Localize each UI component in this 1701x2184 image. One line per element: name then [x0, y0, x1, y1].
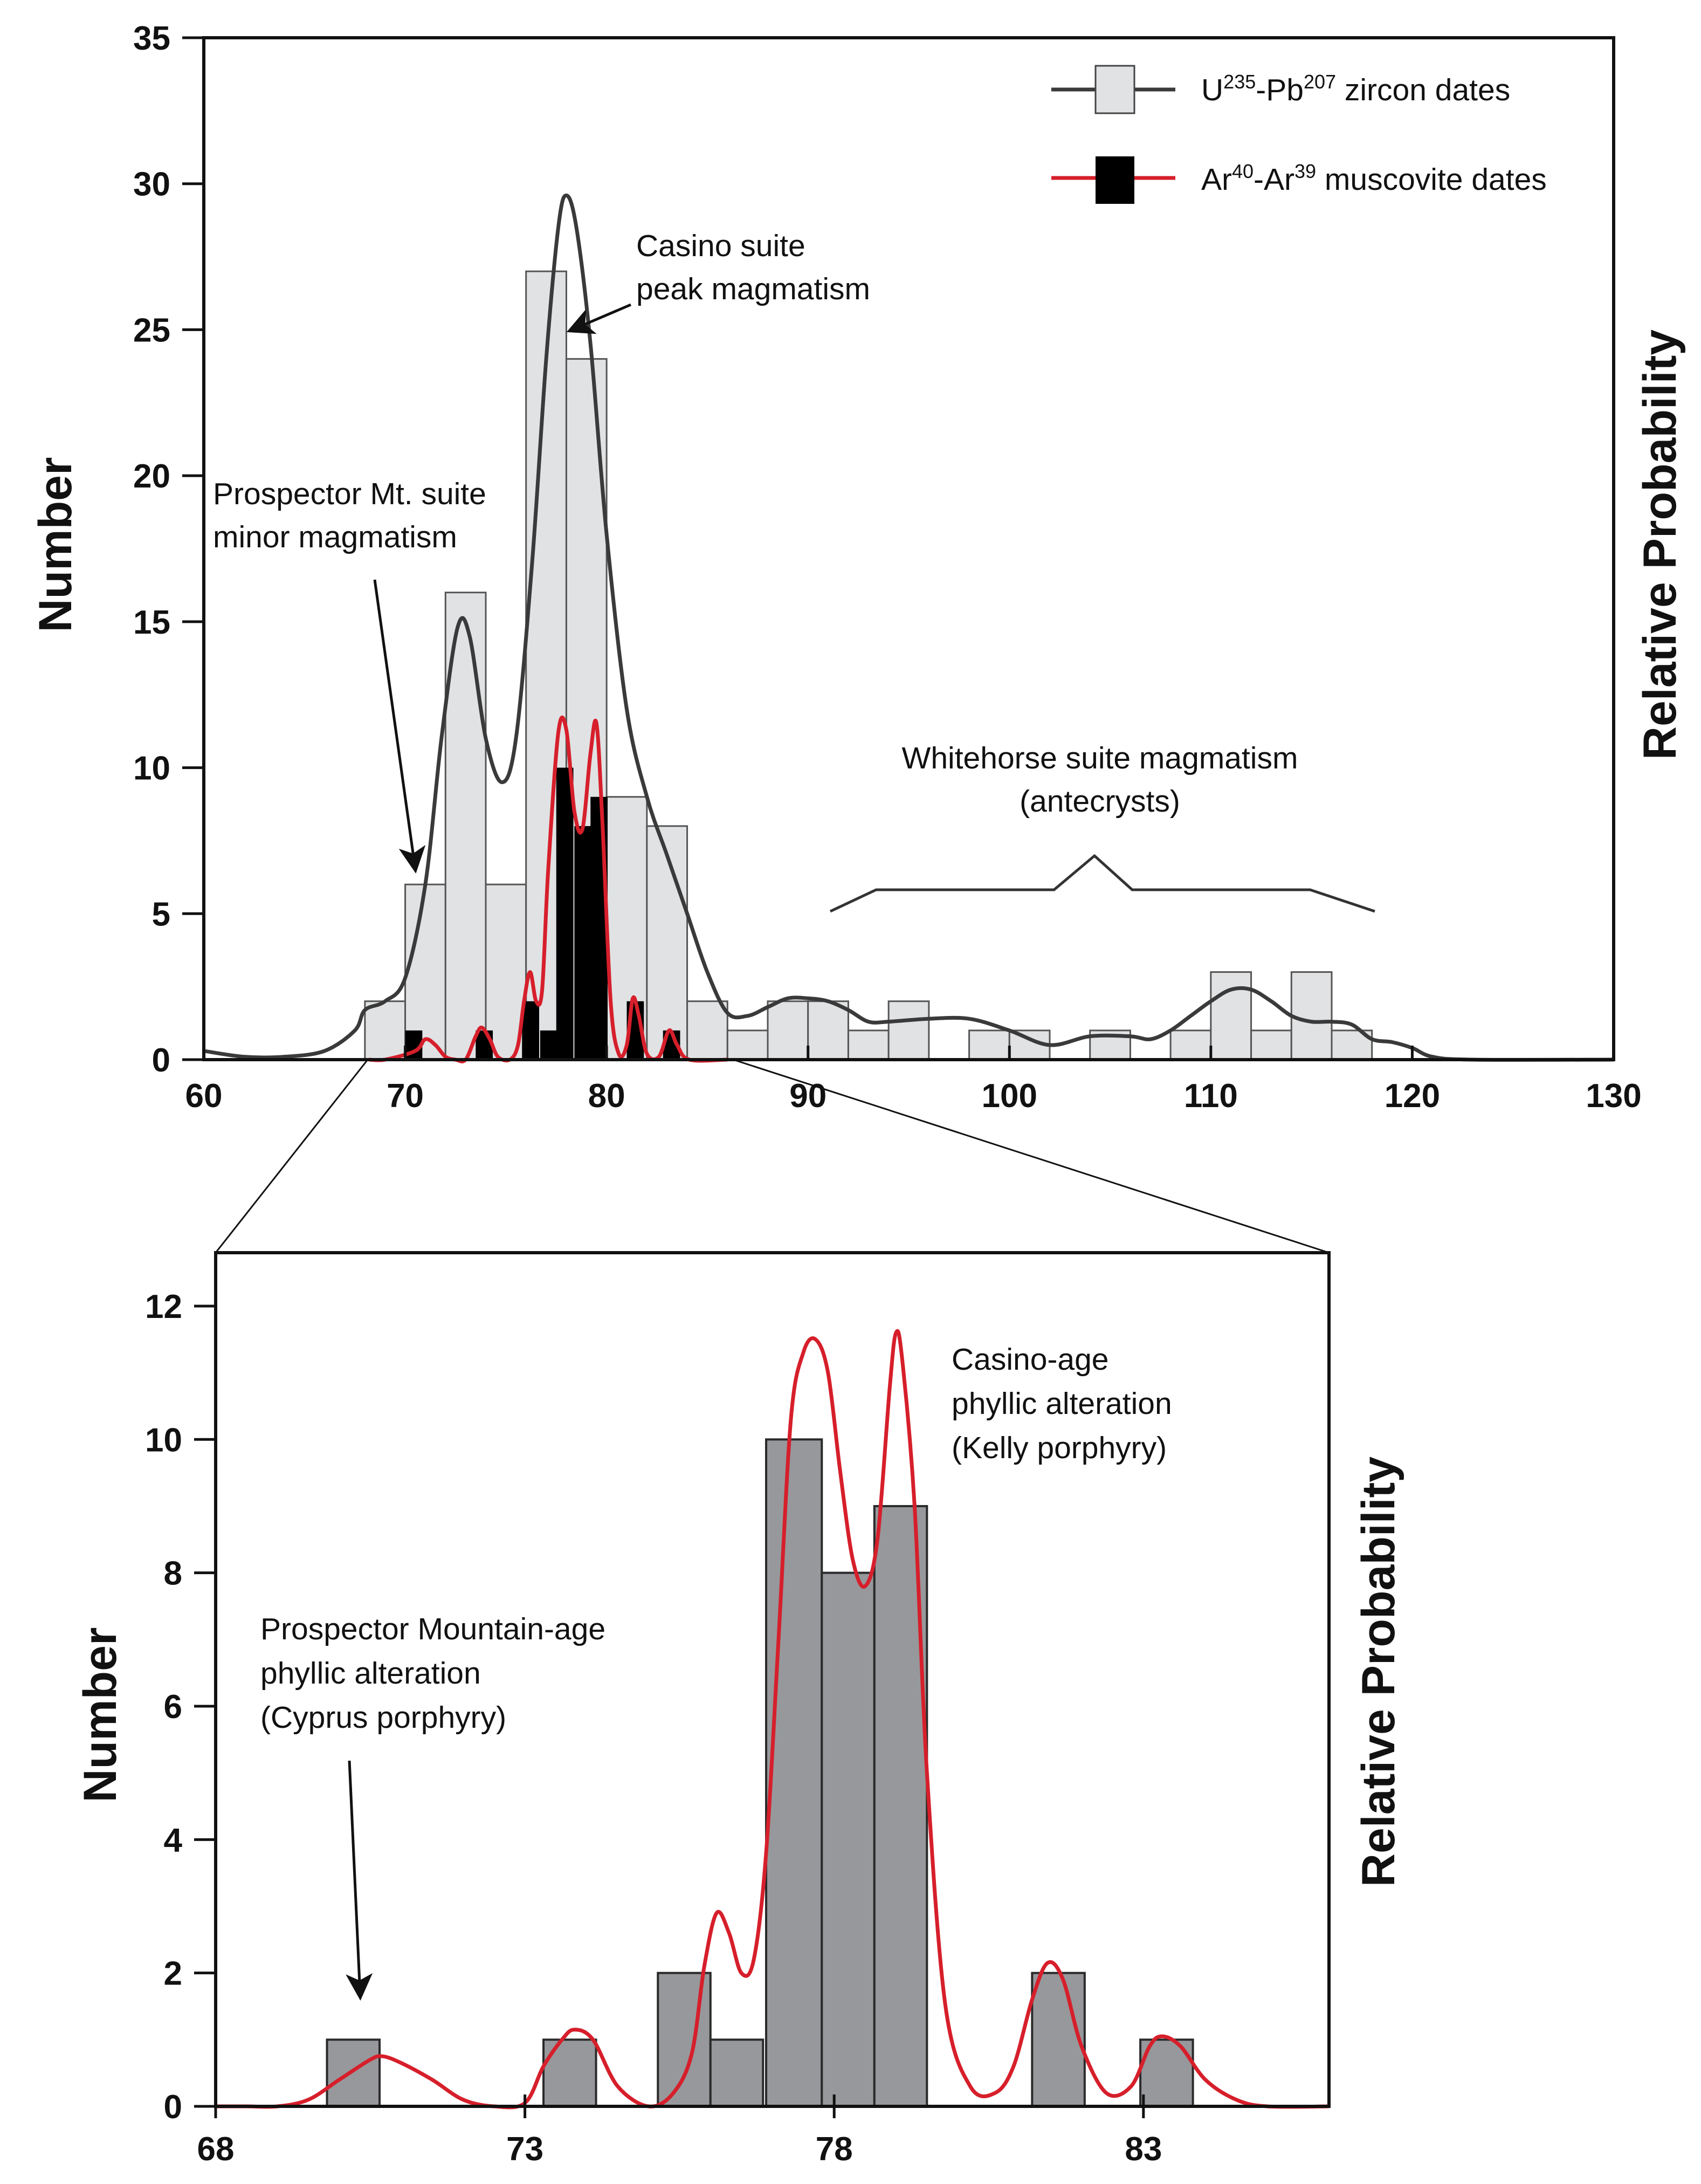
zoom-y-tick-label: 4 [164, 1822, 183, 1859]
x-tick-label: 120 [1385, 1077, 1440, 1115]
zircon-bar [847, 1029, 890, 1061]
zircon-bar [444, 592, 487, 1061]
zircon-bar [1290, 971, 1333, 1061]
zoom-x-axis: 68 73 78 83 [197, 2094, 1162, 2168]
y-tick-label: 20 [133, 458, 170, 495]
x-tick-label: 60 [185, 1077, 223, 1115]
zoom-annotation-casino-line1: Casino-age [952, 1342, 1109, 1377]
main-y2-axis-title: Relative Probability [1634, 329, 1686, 760]
zoom-muscovite-bars [326, 1438, 1194, 2107]
y-tick-label: 30 [133, 166, 170, 203]
zoom-annotation-prospector-line2: phyllic alteration [260, 1656, 481, 1691]
zoom-x-tick-label: 78 [816, 2131, 853, 2168]
zircon-bar [726, 1029, 769, 1061]
zoom-y-tick-label: 8 [164, 1555, 182, 1592]
zircon-bar [364, 1000, 407, 1061]
zoom-y-tick-label: 12 [145, 1288, 182, 1325]
x-tick-label: 130 [1586, 1077, 1641, 1115]
zoom-plot-frame [214, 1251, 1331, 2108]
zoom-x-tick-label: 83 [1125, 2131, 1162, 2168]
main-y-axis-title: Number [30, 457, 81, 633]
annotation-casino-line1: Casino suite [636, 229, 805, 263]
x-tick-label: 100 [982, 1077, 1037, 1115]
muscovite-bar [590, 796, 608, 1060]
zoom-annotation-casino-line3: (Kelly porphyry) [952, 1431, 1167, 1465]
zoom-annotation-prospector-line1: Prospector Mountain-age [260, 1612, 605, 1646]
y-tick-label: 15 [133, 604, 170, 641]
main-legend: U235-Pb207 zircon dates Ar40-Ar39 muscov… [1051, 65, 1547, 204]
zoom-muscovite-bar [765, 1438, 823, 2107]
main-zircon-probability-curve [203, 193, 1614, 1062]
main-y-axis: 0 5 10 15 20 25 30 35 [133, 20, 204, 1079]
legend-zircon-swatch [1094, 65, 1135, 114]
zoom-y-axis: 0 2 4 6 8 10 12 [145, 1288, 216, 2126]
legend-muscovite-swatch [1096, 156, 1134, 204]
muscovite-bar [574, 826, 592, 1060]
muscovite-bar [556, 767, 574, 1060]
legend-zircon-label: U235-Pb207 zircon dates [1201, 71, 1510, 107]
zoom-x-tick-label: 73 [506, 2131, 543, 2168]
y-tick-label: 35 [133, 20, 170, 57]
main-chart: 60 70 80 90 100 110 120 130 0 5 10 15 20 25 30 35 Numb… [30, 20, 1686, 1115]
zoom-y-axis-title: Number [74, 1627, 126, 1803]
annotation-whitehorse-line1: Whitehorse suite magmatism [902, 741, 1298, 775]
main-zircon-bars [364, 270, 1373, 1061]
muscovite-bar [522, 1001, 539, 1060]
zircon-bar [686, 1000, 728, 1061]
zoom-muscovite-bar [542, 2038, 597, 2107]
annotation-casino-line2: peak magmatism [636, 272, 870, 306]
zoom-annotation-prospector-line3: (Cyprus porphyry) [260, 1700, 506, 1735]
muscovite-bar [540, 1030, 557, 1060]
zoom-annotation-casino-line2: phyllic alteration [952, 1386, 1172, 1421]
zoom-y-tick-label: 10 [145, 1421, 182, 1459]
zircon-bar [887, 1000, 930, 1061]
y-tick-label: 0 [152, 1042, 170, 1079]
legend-muscovite-label: Ar40-Ar39 muscovite dates [1201, 160, 1547, 197]
zircon-bar [767, 1000, 809, 1061]
zircon-bar [968, 1029, 1010, 1061]
y-tick-label: 5 [152, 896, 170, 933]
zoom-muscovite-bar [326, 2038, 381, 2107]
zoom-muscovite-bar [821, 1571, 876, 2107]
x-tick-label: 110 [1184, 1077, 1238, 1115]
x-tick-label: 70 [387, 1077, 424, 1115]
zoom-muscovite-probability-curve [216, 1329, 1330, 2110]
zoom-connector-left [215, 1059, 369, 1253]
zoom-muscovite-bar [1031, 1972, 1086, 2107]
zircon-bar [1210, 971, 1252, 1061]
annotation-prospector-arrow [373, 579, 426, 874]
main-plot-frame [202, 36, 1615, 1061]
zoom-x-tick-label: 68 [197, 2131, 235, 2168]
zoom-y-tick-label: 2 [164, 1955, 182, 1993]
y-tick-label: 25 [133, 312, 170, 349]
annotation-prospector-line2: minor magmatism [213, 520, 457, 554]
muscovite-bar [476, 1030, 493, 1060]
zoom-y-tick-label: 0 [164, 2089, 182, 2126]
zircon-bar [646, 825, 688, 1061]
zoom-y-tick-label: 6 [164, 1688, 182, 1726]
zoom-connector-right [733, 1059, 1330, 1254]
x-tick-label: 90 [789, 1077, 827, 1115]
zoom-y2-axis-title: Relative Probability [1353, 1457, 1404, 1887]
zircon-bar [807, 1000, 849, 1061]
zoom-muscovite-bar [709, 2038, 765, 2107]
annotation-whitehorse-line2: (antecrysts) [1020, 784, 1180, 819]
annotation-casino-arrow [566, 303, 631, 334]
zircon-bar [1250, 1029, 1292, 1061]
annotation-prospector-line1: Prospector Mt. suite [213, 477, 486, 511]
annotation-whitehorse-bracket [829, 854, 1375, 913]
zoom-muscovite-bar [657, 1972, 712, 2107]
x-tick-label: 80 [588, 1077, 625, 1115]
zircon-bar [1169, 1029, 1212, 1061]
zoom-annotation-prospector-arrow [346, 1760, 373, 2001]
y-tick-label: 10 [133, 750, 170, 787]
